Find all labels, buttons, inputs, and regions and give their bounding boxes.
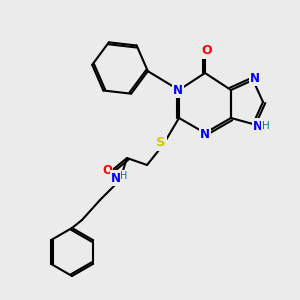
Text: O: O — [202, 44, 212, 58]
Text: S: S — [156, 136, 166, 149]
Text: N: N — [253, 119, 263, 133]
Text: N: N — [173, 83, 183, 97]
Text: H: H — [262, 121, 270, 131]
Text: O: O — [102, 164, 112, 176]
Text: N: N — [111, 172, 121, 184]
Text: N: N — [250, 71, 260, 85]
Text: H: H — [120, 171, 128, 181]
Text: N: N — [200, 128, 210, 142]
